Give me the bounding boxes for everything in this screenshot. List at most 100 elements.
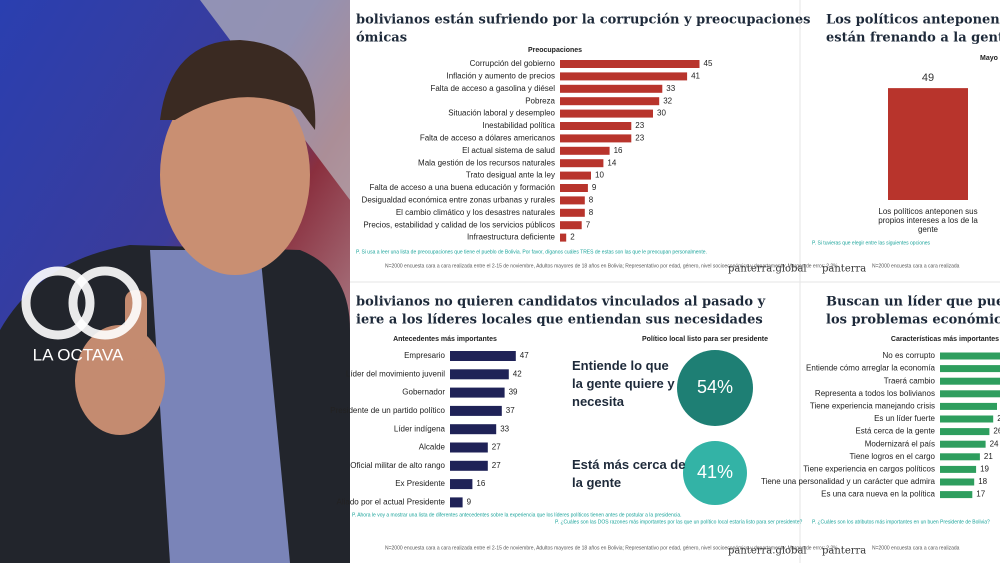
category-label: Trato desigual ante la ley [466, 171, 555, 180]
value-label: 16 [476, 479, 485, 488]
bar [888, 88, 968, 200]
note: P. ¿Cuáles son las DOS razones más impor… [555, 519, 802, 525]
category-label: Desigualdad económica entre zonas urbana… [362, 196, 555, 205]
note: P. Ahora le voy a mostrar una lista de d… [352, 512, 682, 518]
category-label: Es un líder fuerte [874, 414, 935, 423]
bar [940, 478, 975, 486]
bar [560, 84, 663, 93]
category-label: Falta de acceso a gasolina y diésel [430, 84, 555, 93]
value-label: 32 [663, 96, 672, 105]
category-label: Empresario [404, 351, 445, 360]
brand: panterra [822, 546, 866, 557]
stat-label: Entiende lo que la gente quiere y necesita [572, 358, 675, 409]
value-label: 30 [657, 109, 666, 118]
category-label: Falta de acceso a una buena educación y … [370, 183, 555, 192]
value-label: 9 [592, 183, 597, 192]
category-label: Presidente de un partido político [330, 406, 445, 415]
bar [560, 109, 653, 118]
value-label: 8 [589, 208, 594, 217]
bar [940, 402, 997, 410]
value-label: 42 [513, 369, 522, 378]
value-label: 28 [997, 414, 1000, 423]
category-label: Pobreza [525, 96, 555, 105]
category-label: Oficial militar de alto rango [350, 461, 445, 470]
source: N=2000 encuesta cara a cara realizada en… [385, 545, 838, 551]
bar [560, 146, 610, 155]
panel-title: bolivianos no quieren candidatos vincula… [356, 295, 766, 310]
bar [940, 428, 990, 436]
category-label: Ex Presidente [395, 479, 445, 488]
category-label: Representa a todos los bolivianos [815, 389, 935, 398]
value-label: 47 [520, 351, 529, 360]
value-label: 7 [586, 220, 591, 229]
value-label: 27 [492, 461, 501, 470]
bar [560, 171, 591, 180]
note: P. Si usa a leer una lista de preocupaci… [356, 249, 707, 255]
value-label: 16 [614, 146, 623, 155]
chart-subtitle: Características más importantes [891, 336, 999, 343]
category-label: Inflación y aumento de precios [446, 72, 555, 81]
bar [940, 465, 977, 473]
value-label: 33 [666, 84, 675, 93]
bar [940, 365, 1000, 373]
bar [940, 491, 973, 499]
category-label: Infraestructura deficiente [467, 233, 556, 242]
value-label: 41 [691, 72, 700, 81]
source: N=2000 encuesta cara a cara realizada [872, 545, 960, 551]
bar [940, 377, 1000, 385]
category-label: El cambio climático y los desastres natu… [396, 208, 555, 217]
category-label: Es una cara nueva en la política [821, 490, 935, 499]
bar [450, 387, 505, 398]
brand: panterra [822, 264, 866, 275]
category-label: Modernizará el país [865, 439, 935, 448]
value-label: 8 [589, 196, 594, 205]
note: P. ¿Cuáles son los atributos más importa… [812, 519, 990, 525]
category-label: Tiene una personalidad y un carácter que… [761, 477, 936, 486]
category-label: Aliado por el actual Presidente [336, 498, 445, 507]
bar [450, 460, 488, 471]
panel-title: Buscan un líder que pueda [826, 295, 1000, 310]
value-label: 24 [990, 439, 999, 448]
value-label: 23 [635, 134, 644, 143]
category-label: Está cerca de la gente [855, 427, 935, 436]
category-label: Líder del movimiento juvenil [346, 369, 445, 378]
category-label: Tiene experiencia en cargos políticos [803, 465, 935, 474]
panel-title: ómicas [356, 31, 407, 46]
value-label: 14 [607, 158, 616, 167]
bar [560, 122, 632, 130]
bar [450, 351, 516, 361]
bar [450, 497, 463, 508]
value-label: 27 [492, 443, 501, 452]
chart-subtitle: Preocupaciones [528, 47, 582, 54]
category-label: Los políticos anteponen sus propios inter… [878, 207, 978, 234]
bar [560, 60, 700, 68]
bar [450, 405, 502, 416]
value-label: 23 [635, 121, 644, 130]
bar [560, 184, 588, 192]
panel-title: Los políticos anteponen su [826, 13, 1000, 28]
value-label: 9 [467, 498, 472, 507]
value-label: 18 [978, 477, 987, 486]
bar [560, 233, 567, 242]
value-label: 2 [570, 233, 575, 242]
bar [560, 134, 632, 143]
value-label: 45 [704, 59, 713, 68]
category-label: Líder indígena [394, 424, 446, 433]
value-label: 33 [500, 424, 509, 433]
category-label: Inestabilidad política [483, 121, 556, 130]
value-label: 49 [922, 72, 934, 84]
panel-title: los problemas económicos [826, 313, 1000, 328]
value-label: 39 [509, 388, 518, 397]
source: N=2000 encuesta cara a cara realizada en… [385, 263, 838, 269]
bar [450, 369, 509, 380]
category-label: Mala gestión de los recursos naturales [418, 158, 555, 167]
bar [560, 208, 585, 217]
value-label: 17 [976, 490, 985, 499]
bar [940, 453, 980, 461]
category-label: Precios, estabilidad y calidad de los se… [363, 220, 555, 229]
category-label: Corrupción del gobierno [470, 59, 556, 68]
bar [450, 424, 497, 435]
stat-label: Está más cerca de la gente [572, 457, 685, 490]
note: P. Si tuvieras que elegir entre las sigu… [812, 240, 931, 246]
category-label: Tiene logros en el cargo [849, 452, 935, 461]
